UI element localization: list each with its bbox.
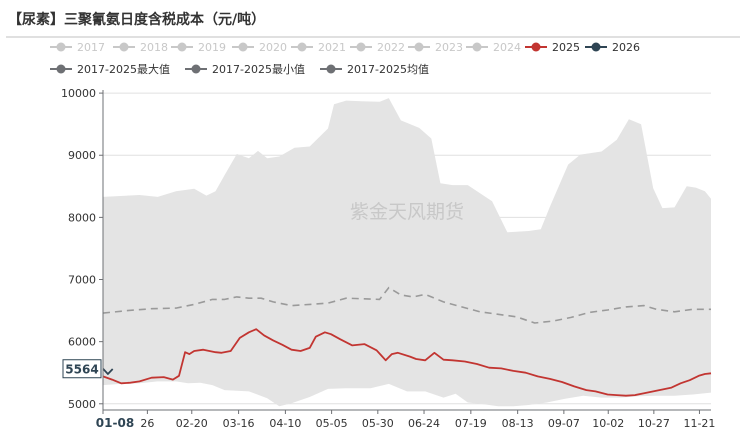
legend-item-2017-2025最大值[interactable]: 2017-2025最大值: [50, 62, 170, 76]
x-tick-label: 26: [140, 417, 154, 430]
x-tick-label: 10-02: [592, 417, 624, 430]
legend-item-2022[interactable]: 2022: [350, 41, 405, 54]
legend-label: 2025: [552, 41, 580, 54]
y-tick-label: 7000: [68, 274, 96, 287]
legend-label: 2026: [612, 41, 640, 54]
x-tick-label: 08-13: [502, 417, 534, 430]
plot-area: 5000 6000 7000 8000 9000 10000 紫金天风期货 01-08 26 02…: [61, 87, 715, 430]
legend-label: 2018: [140, 41, 168, 54]
x-tick-label: 04-10: [269, 417, 301, 430]
x-tick-label: 11-21: [683, 417, 715, 430]
legend-dot-icon: [472, 42, 482, 52]
legend-item-2019[interactable]: 2019: [171, 41, 226, 54]
legend-label: 2024: [493, 41, 521, 54]
legend-dot-icon: [326, 64, 336, 74]
legend-item-2025[interactable]: 2025: [525, 41, 580, 54]
y-tick-label: 6000: [68, 336, 96, 349]
y-tick-label: 8000: [68, 211, 96, 224]
x-tick-label: 10-27: [638, 417, 670, 430]
x-tick-label: 01-08: [96, 416, 134, 430]
x-tick-label: 05-30: [362, 417, 394, 430]
legend-item-2017-2025均值[interactable]: 2017-2025均值: [320, 63, 429, 76]
legend-label: 2022: [377, 41, 405, 54]
legend-dot-icon: [119, 42, 129, 52]
legend-label: 2017-2025最大值: [77, 62, 170, 76]
legend-dot-icon: [356, 42, 366, 52]
legend-dot-icon: [297, 42, 307, 52]
latest-value-badge: [62, 359, 102, 379]
y-tick-label: 5000: [68, 398, 96, 411]
legend-label: 2019: [198, 41, 226, 54]
x-tick-label: 02-20: [176, 417, 208, 430]
series-line-2017-2025均值: [102, 286, 711, 324]
legend-item-2023[interactable]: 2023: [408, 41, 463, 54]
series-line-2025: [102, 328, 712, 397]
x-tick-label: 03-16: [223, 417, 255, 430]
legend-dot-icon: [191, 64, 201, 74]
legend-item-2024[interactable]: 2024: [466, 41, 521, 54]
legend: 2017 2018 2019 2020 2021 2022 2023 2024 2025 2026…: [50, 41, 640, 76]
chart-title: 【尿素】三聚氰氨日度含税成本（元/吨）: [8, 11, 265, 28]
legend-dot-icon: [414, 42, 424, 52]
legend-label: 2023: [435, 41, 463, 54]
legend-item-2017[interactable]: 2017: [50, 41, 105, 54]
legend-dot-icon: [531, 42, 541, 52]
legend-item-2017-2025最小值[interactable]: 2017-2025最小值: [185, 63, 305, 76]
x-tick-label: 09-07: [548, 417, 580, 430]
legend-label: 2017-2025均值: [347, 63, 429, 76]
legend-label: 2017-2025最小值: [212, 63, 305, 76]
legend-item-2021[interactable]: 2021: [291, 41, 346, 54]
legend-item-2020[interactable]: 2020: [232, 41, 287, 54]
x-tick-label: 07-19: [455, 417, 487, 430]
y-tick-label: 10000: [61, 87, 96, 100]
max-min-band: [103, 98, 711, 407]
legend-label: 2020: [259, 41, 287, 54]
legend-dot-icon: [56, 64, 66, 74]
watermark: 紫金天风期货: [350, 201, 464, 223]
legend-dot-icon: [177, 42, 187, 52]
legend-dot-icon: [238, 42, 248, 52]
y-tick-label: 9000: [68, 149, 96, 162]
x-tick-label: 06-24: [408, 417, 440, 430]
series-line-2026: [102, 368, 114, 375]
legend-dot-icon: [591, 42, 601, 52]
legend-label: 2021: [318, 41, 346, 54]
x-tick-label: 05-05: [316, 417, 348, 430]
legend-item-2018[interactable]: 2018: [113, 41, 168, 54]
legend-label: 2017: [77, 41, 105, 54]
legend-dot-icon: [56, 42, 66, 52]
latest-value-label: 5564: [65, 363, 98, 377]
legend-item-2026[interactable]: 2026: [585, 41, 640, 54]
